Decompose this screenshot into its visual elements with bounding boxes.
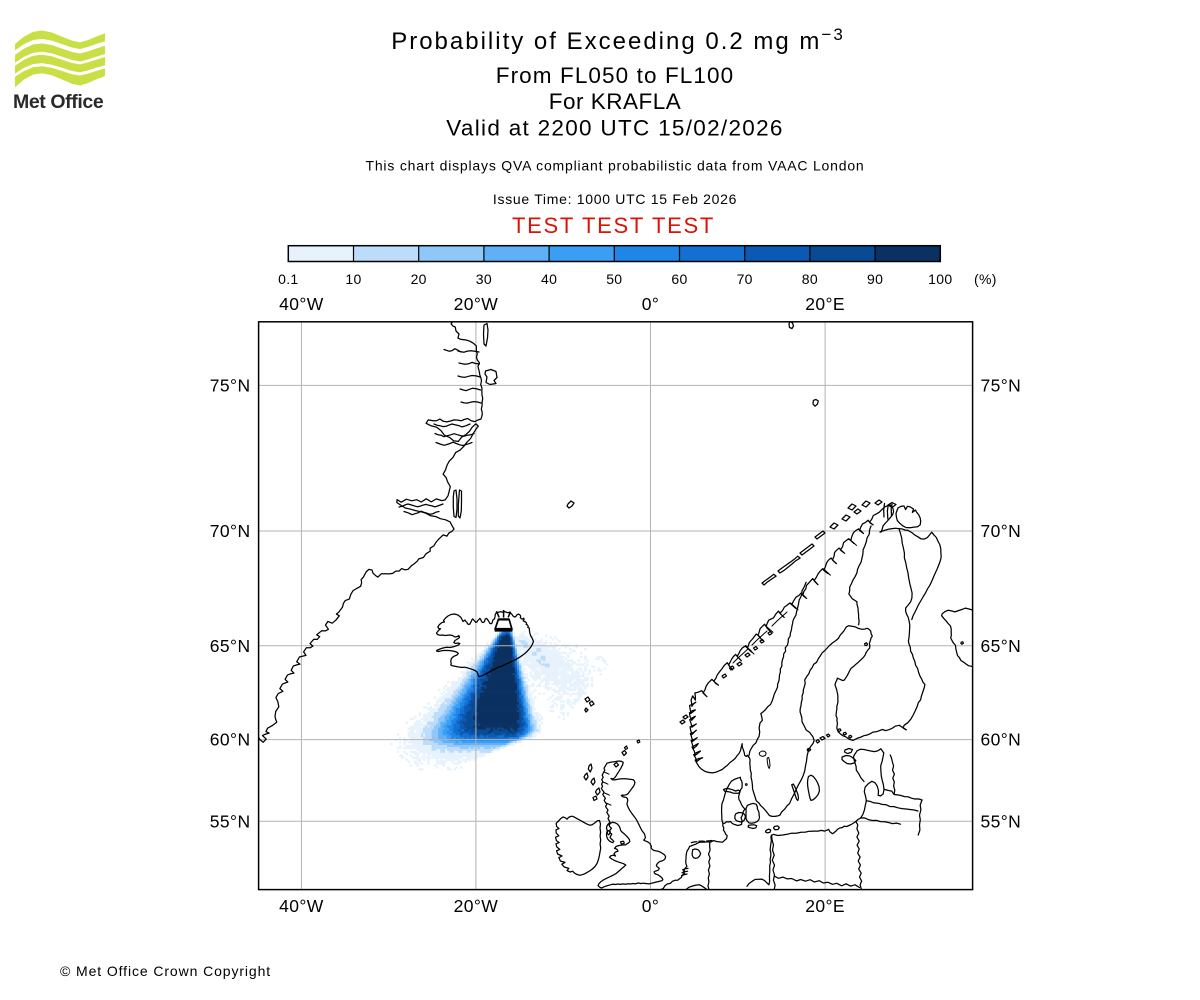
svg-text:65°N: 65°N [981, 636, 1022, 656]
svg-text:55°N: 55°N [210, 811, 251, 831]
svg-text:20: 20 [411, 271, 427, 287]
svg-text:80: 80 [802, 271, 818, 287]
svg-text:0°: 0° [642, 294, 660, 314]
svg-text:60°N: 60°N [210, 730, 251, 750]
svg-text:Met Office: Met Office [13, 91, 104, 113]
svg-text:20°W: 20°W [454, 896, 499, 916]
svg-text:60°N: 60°N [981, 730, 1022, 750]
svg-text:40°W: 40°W [279, 896, 324, 916]
svg-text:70: 70 [737, 271, 753, 287]
svg-text:Issue Time: 1000 UTC 15 Feb 20: Issue Time: 1000 UTC 15 Feb 2026 [493, 191, 737, 207]
svg-text:0°: 0° [642, 896, 660, 916]
svg-text:75°N: 75°N [210, 375, 251, 395]
svg-text:(%): (%) [974, 271, 997, 287]
svg-text:60: 60 [671, 271, 687, 287]
svg-text:TEST TEST TEST: TEST TEST TEST [512, 213, 715, 238]
svg-text:For KRAFLA: For KRAFLA [549, 89, 682, 114]
svg-text:100: 100 [928, 271, 952, 287]
svg-text:20°E: 20°E [805, 896, 845, 916]
svg-text:65°N: 65°N [210, 636, 251, 656]
svg-text:30: 30 [476, 271, 492, 287]
svg-text:20°E: 20°E [805, 294, 845, 314]
svg-text:50: 50 [606, 271, 622, 287]
svg-text:From FL050 to FL100: From FL050 to FL100 [496, 63, 735, 88]
svg-text:55°N: 55°N [981, 811, 1022, 831]
svg-text:20°W: 20°W [454, 294, 499, 314]
svg-text:75°N: 75°N [981, 375, 1022, 395]
svg-text:Valid at 2200 UTC 15/02/2026: Valid at 2200 UTC 15/02/2026 [446, 116, 783, 141]
svg-text:70°N: 70°N [981, 521, 1022, 541]
svg-text:70°N: 70°N [210, 521, 251, 541]
svg-text:90: 90 [867, 271, 883, 287]
svg-text:40: 40 [541, 271, 557, 287]
svg-text:Probability of Exceeding 0.2 m: Probability of Exceeding 0.2 mg m−3 [391, 25, 845, 56]
svg-text:0.1: 0.1 [278, 271, 298, 287]
svg-text:10: 10 [345, 271, 361, 287]
svg-text:40°W: 40°W [279, 294, 324, 314]
svg-text:This chart displays QVA compli: This chart displays QVA compliant probab… [365, 158, 864, 174]
svg-text:© Met Office Crown Copyright: © Met Office Crown Copyright [60, 963, 271, 979]
